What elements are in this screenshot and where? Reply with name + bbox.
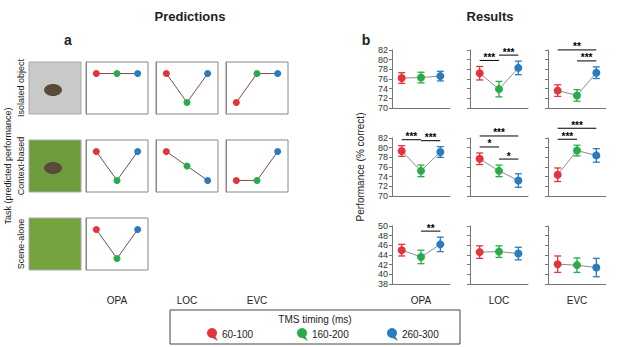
svg-text:TMS timing (ms): TMS timing (ms) bbox=[278, 314, 351, 325]
svg-text:a: a bbox=[64, 32, 72, 48]
svg-text:b: b bbox=[362, 32, 371, 48]
svg-text:48: 48 bbox=[378, 231, 388, 241]
svg-text:74: 74 bbox=[378, 172, 388, 182]
svg-text:76: 76 bbox=[378, 162, 388, 172]
svg-text:Predictions: Predictions bbox=[155, 9, 226, 24]
svg-text:46: 46 bbox=[378, 240, 388, 250]
svg-text:***: *** bbox=[503, 47, 515, 58]
svg-text:70: 70 bbox=[378, 191, 388, 201]
svg-text:160-200: 160-200 bbox=[312, 329, 349, 340]
svg-text:50: 50 bbox=[378, 221, 388, 231]
svg-text:72: 72 bbox=[378, 181, 388, 191]
svg-text:60-100: 60-100 bbox=[222, 329, 254, 340]
svg-text:**: ** bbox=[427, 223, 435, 234]
svg-text:Performance (% correct): Performance (% correct) bbox=[355, 113, 366, 222]
svg-text:74: 74 bbox=[378, 84, 388, 94]
svg-text:EVC: EVC bbox=[567, 295, 588, 306]
svg-text:***: *** bbox=[493, 127, 505, 138]
svg-text:44: 44 bbox=[378, 250, 388, 260]
svg-text:**: ** bbox=[573, 41, 581, 52]
svg-text:*: * bbox=[507, 151, 511, 162]
svg-text:Isolated object: Isolated object bbox=[16, 58, 26, 117]
svg-text:Results: Results bbox=[467, 9, 514, 24]
svg-text:80: 80 bbox=[378, 143, 388, 153]
svg-text:40: 40 bbox=[378, 269, 388, 279]
svg-text:LOC: LOC bbox=[177, 295, 198, 306]
svg-text:Task (predicted performance): Task (predicted performance) bbox=[3, 107, 13, 224]
svg-text:OPA: OPA bbox=[411, 295, 432, 306]
svg-text:70: 70 bbox=[378, 103, 388, 113]
svg-text:78: 78 bbox=[378, 64, 388, 74]
svg-text:EVC: EVC bbox=[247, 295, 268, 306]
svg-text:***: *** bbox=[425, 132, 437, 143]
svg-text:***: *** bbox=[405, 131, 417, 142]
svg-text:82: 82 bbox=[378, 45, 388, 55]
svg-text:OPA: OPA bbox=[107, 295, 128, 306]
svg-text:82: 82 bbox=[378, 133, 388, 143]
svg-text:***: *** bbox=[581, 52, 593, 63]
svg-text:72: 72 bbox=[378, 93, 388, 103]
svg-text:*: * bbox=[487, 138, 491, 149]
svg-text:***: *** bbox=[561, 131, 573, 142]
svg-text:78: 78 bbox=[378, 152, 388, 162]
svg-text:42: 42 bbox=[378, 260, 388, 270]
svg-text:***: *** bbox=[571, 120, 583, 131]
svg-text:38: 38 bbox=[378, 279, 388, 289]
svg-text:Context-based: Context-based bbox=[16, 137, 26, 196]
svg-text:76: 76 bbox=[378, 74, 388, 84]
svg-text:260-300: 260-300 bbox=[402, 329, 439, 340]
svg-text:Scene-alone: Scene-alone bbox=[16, 219, 26, 270]
svg-text:LOC: LOC bbox=[489, 295, 510, 306]
svg-text:80: 80 bbox=[378, 55, 388, 65]
svg-text:***: *** bbox=[483, 52, 495, 63]
